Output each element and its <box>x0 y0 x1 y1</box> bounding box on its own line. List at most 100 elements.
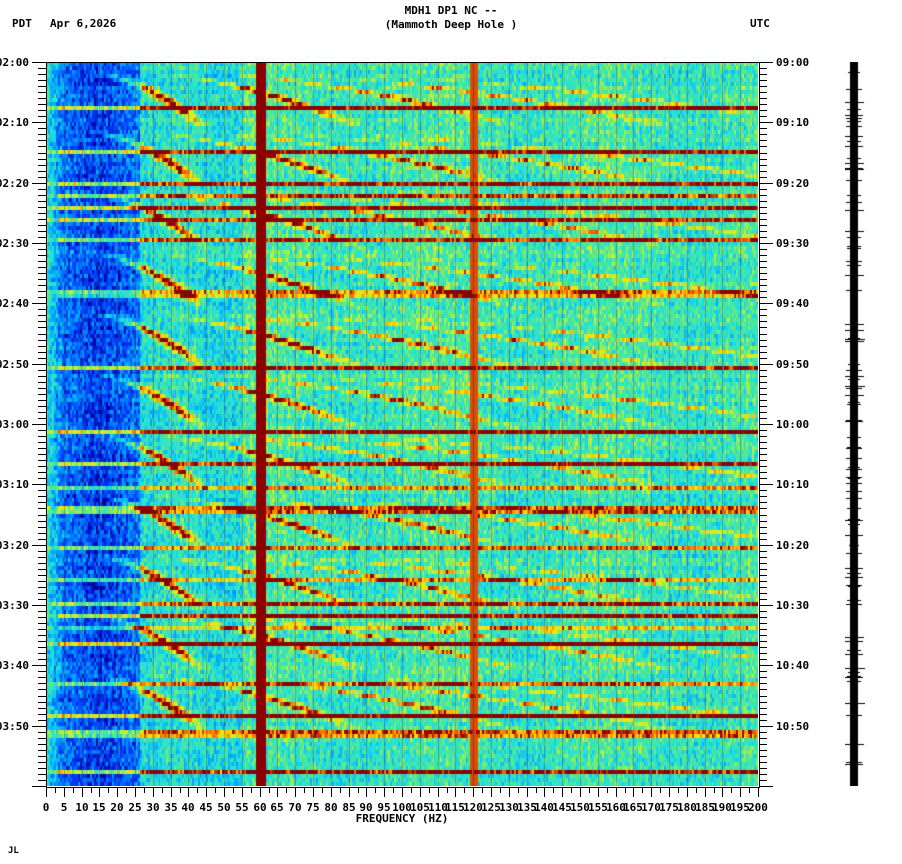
time-axis-minor-tick <box>759 551 767 552</box>
time-axis-minor-tick <box>38 285 46 286</box>
time-axis-major-tick <box>759 605 773 606</box>
time-axis-minor-tick <box>38 98 46 99</box>
time-axis-major-tick <box>32 605 46 606</box>
amplitude-trace-strip <box>845 62 865 786</box>
time-axis-minor-tick <box>759 134 767 135</box>
time-axis-minor-tick <box>38 309 46 310</box>
time-axis-minor-tick <box>38 255 46 256</box>
time-axis-minor-tick <box>759 207 767 208</box>
time-axis-minor-tick <box>759 219 767 220</box>
time-axis-minor-tick <box>38 297 46 298</box>
time-axis-minor-tick <box>38 659 46 660</box>
frequency-major-tick <box>562 787 563 797</box>
time-axis-minor-tick <box>38 92 46 93</box>
frequency-major-tick <box>135 787 136 797</box>
time-axis-minor-tick <box>759 315 767 316</box>
frequency-major-tick <box>527 787 528 797</box>
frequency-minor-tick <box>286 787 287 793</box>
time-axis-minor-tick <box>759 641 767 642</box>
spectrogram-plot <box>46 62 758 786</box>
time-axis-minor-tick <box>759 249 767 250</box>
frequency-major-tick <box>260 787 261 797</box>
time-label-pdt: 02:00 <box>0 56 29 69</box>
time-axis-minor-tick <box>759 478 767 479</box>
frequency-major-tick <box>82 787 83 797</box>
page-header: PDT Apr 6,2026 MDH1 DP1 NC -- (Mammoth D… <box>0 0 902 44</box>
time-axis-minor-tick <box>38 454 46 455</box>
header-timezone-right: UTC <box>750 17 770 30</box>
time-axis-minor-tick <box>38 261 46 262</box>
frequency-minor-tick <box>340 787 341 793</box>
frequency-minor-tick <box>500 787 501 793</box>
time-axis-minor-tick <box>38 291 46 292</box>
time-axis-minor-tick <box>759 533 767 534</box>
time-axis-minor-tick <box>759 702 767 703</box>
time-axis-minor-tick <box>759 653 767 654</box>
time-axis-minor-tick <box>38 177 46 178</box>
time-axis-minor-tick <box>38 171 46 172</box>
time-axis-minor-tick <box>759 327 767 328</box>
time-axis-minor-tick <box>38 430 46 431</box>
frequency-major-tick <box>598 787 599 797</box>
time-axis-minor-tick <box>759 490 767 491</box>
time-axis-minor-tick <box>38 400 46 401</box>
time-axis-minor-tick <box>38 533 46 534</box>
time-axis-minor-tick <box>38 587 46 588</box>
time-axis-minor-tick <box>759 521 767 522</box>
frequency-minor-tick <box>251 787 252 793</box>
time-label-pdt: 03:20 <box>0 539 29 552</box>
frequency-major-tick <box>153 787 154 797</box>
time-axis-minor-tick <box>759 225 767 226</box>
time-label-pdt: 02:50 <box>0 358 29 371</box>
frequency-minor-tick <box>411 787 412 793</box>
time-axis-minor-tick <box>759 92 767 93</box>
time-axis-minor-tick <box>38 575 46 576</box>
time-axis-minor-tick <box>38 219 46 220</box>
time-axis-minor-tick <box>38 611 46 612</box>
time-axis-minor-tick <box>38 153 46 154</box>
time-axis-minor-tick <box>759 388 767 389</box>
frequency-major-tick <box>491 787 492 797</box>
frequency-minor-tick <box>714 787 715 793</box>
time-axis-minor-tick <box>38 442 46 443</box>
time-axis-minor-tick <box>759 527 767 528</box>
time-axis-minor-tick <box>759 683 767 684</box>
time-axis-minor-tick <box>38 551 46 552</box>
time-axis-major-tick <box>32 545 46 546</box>
time-axis-minor-tick <box>38 201 46 202</box>
time-axis-minor-tick <box>759 177 767 178</box>
time-label-pdt: 03:30 <box>0 599 29 612</box>
time-axis-minor-tick <box>38 720 46 721</box>
time-axis-minor-tick <box>759 557 767 558</box>
frequency-minor-tick <box>625 787 626 793</box>
time-axis-minor-tick <box>759 394 767 395</box>
frequency-minor-tick <box>108 787 109 793</box>
time-axis-minor-tick <box>38 732 46 733</box>
time-axis-minor-tick <box>38 159 46 160</box>
frequency-major-tick <box>544 787 545 797</box>
time-axis-minor-tick <box>759 358 767 359</box>
frequency-major-tick <box>331 787 332 797</box>
time-axis-minor-tick <box>759 466 767 467</box>
time-axis-utc: 09:00 09:10 09:20 09:30 09:40 09:50 10:00 10:10… <box>759 56 849 788</box>
time-axis-major-tick <box>32 122 46 123</box>
time-axis-minor-tick <box>759 68 767 69</box>
time-axis-minor-tick <box>38 653 46 654</box>
frequency-minor-tick <box>749 787 750 793</box>
time-axis-minor-tick <box>38 104 46 105</box>
time-axis-major-tick <box>32 364 46 365</box>
time-axis-minor-tick <box>38 68 46 69</box>
time-axis-minor-tick <box>38 635 46 636</box>
frequency-minor-tick <box>696 787 697 793</box>
frequency-minor-tick <box>144 787 145 793</box>
time-axis-minor-tick <box>759 153 767 154</box>
time-axis-minor-tick <box>759 442 767 443</box>
time-label-utc: 09:50 <box>776 358 810 371</box>
time-axis-minor-tick <box>759 400 767 401</box>
time-axis-minor-tick <box>759 128 767 129</box>
time-axis-minor-tick <box>759 104 767 105</box>
time-axis-minor-tick <box>38 207 46 208</box>
time-axis-minor-tick <box>759 285 767 286</box>
time-axis-minor-tick <box>38 521 46 522</box>
time-axis-minor-tick <box>759 352 767 353</box>
